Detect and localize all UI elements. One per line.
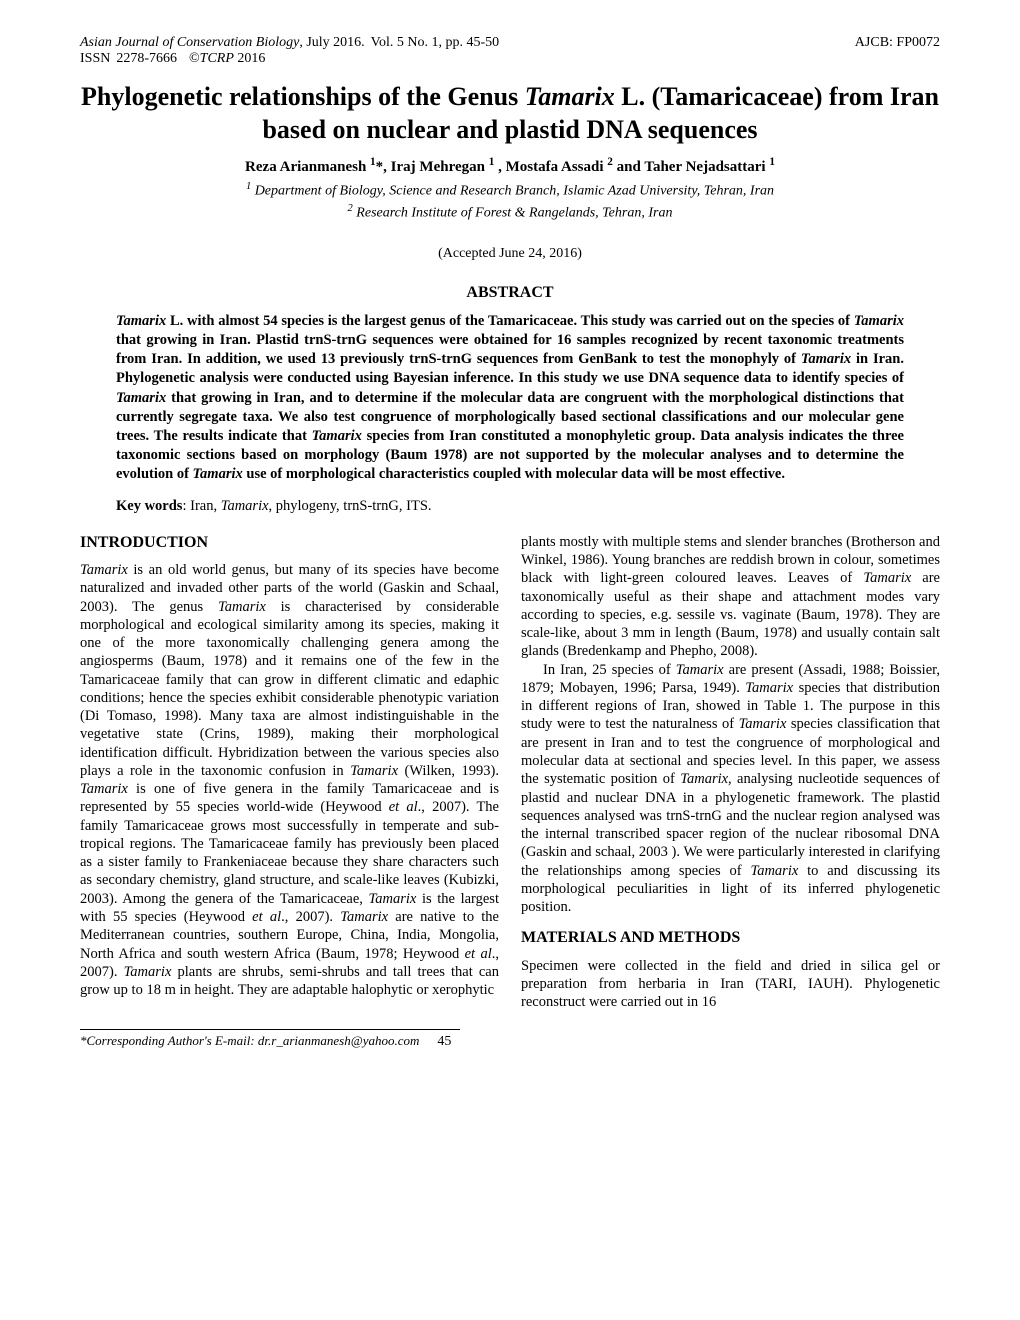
title-genus: Tamarix	[525, 82, 615, 111]
methods-heading: MATERIALS AND METHODS	[521, 928, 940, 948]
journal-line: Asian Journal of Conservation Biology, J…	[80, 35, 499, 51]
intro-continued: plants mostly with multiple stems and sl…	[521, 533, 940, 661]
header-row: Asian Journal of Conservation Biology, J…	[80, 35, 940, 51]
affiliation-1: 1 Department of Biology, Science and Res…	[80, 180, 940, 202]
accepted-date: (Accepted June 24, 2016)	[80, 246, 940, 262]
intro-paragraph: Tamarix is an old world genus, but many …	[80, 561, 499, 999]
methods-paragraph: Specimen were collected in the field and…	[521, 957, 940, 1012]
introduction-heading: INTRODUCTION	[80, 533, 499, 553]
body-columns: INTRODUCTION Tamarix is an old world gen…	[80, 533, 940, 1012]
page-number: 45	[437, 1034, 451, 1050]
column-left: INTRODUCTION Tamarix is an old world gen…	[80, 533, 499, 1012]
abstract-heading: ABSTRACT	[80, 284, 940, 302]
column-right: plants mostly with multiple stems and sl…	[521, 533, 940, 1012]
affiliation-2: 2 Research Institute of Forest & Rangela…	[80, 202, 940, 224]
authors: Reza Arianmanesh 1*, Iraj Mehregan 1 , M…	[80, 156, 940, 176]
issn-line: ISSN2278-7666©TCRP 2016	[80, 51, 940, 67]
title-prefix: Phylogenetic relationships of the Genus	[81, 82, 525, 111]
abstract-text: Tamarix L. with almost 54 species is the…	[116, 312, 904, 484]
intro-paragraph-2: In Iran, 25 species of Tamarix are prese…	[521, 661, 940, 917]
article-code: AJCB: FP0072	[855, 35, 940, 51]
corresponding-author: *Corresponding Author's E-mail: dr.r_ari…	[80, 1034, 419, 1049]
article-title: Phylogenetic relationships of the Genus …	[80, 81, 940, 146]
keywords: Key words: Iran, Tamarix, phylogeny, trn…	[116, 498, 904, 515]
journal-name: Asian Journal of Conservation Biology	[80, 35, 299, 50]
